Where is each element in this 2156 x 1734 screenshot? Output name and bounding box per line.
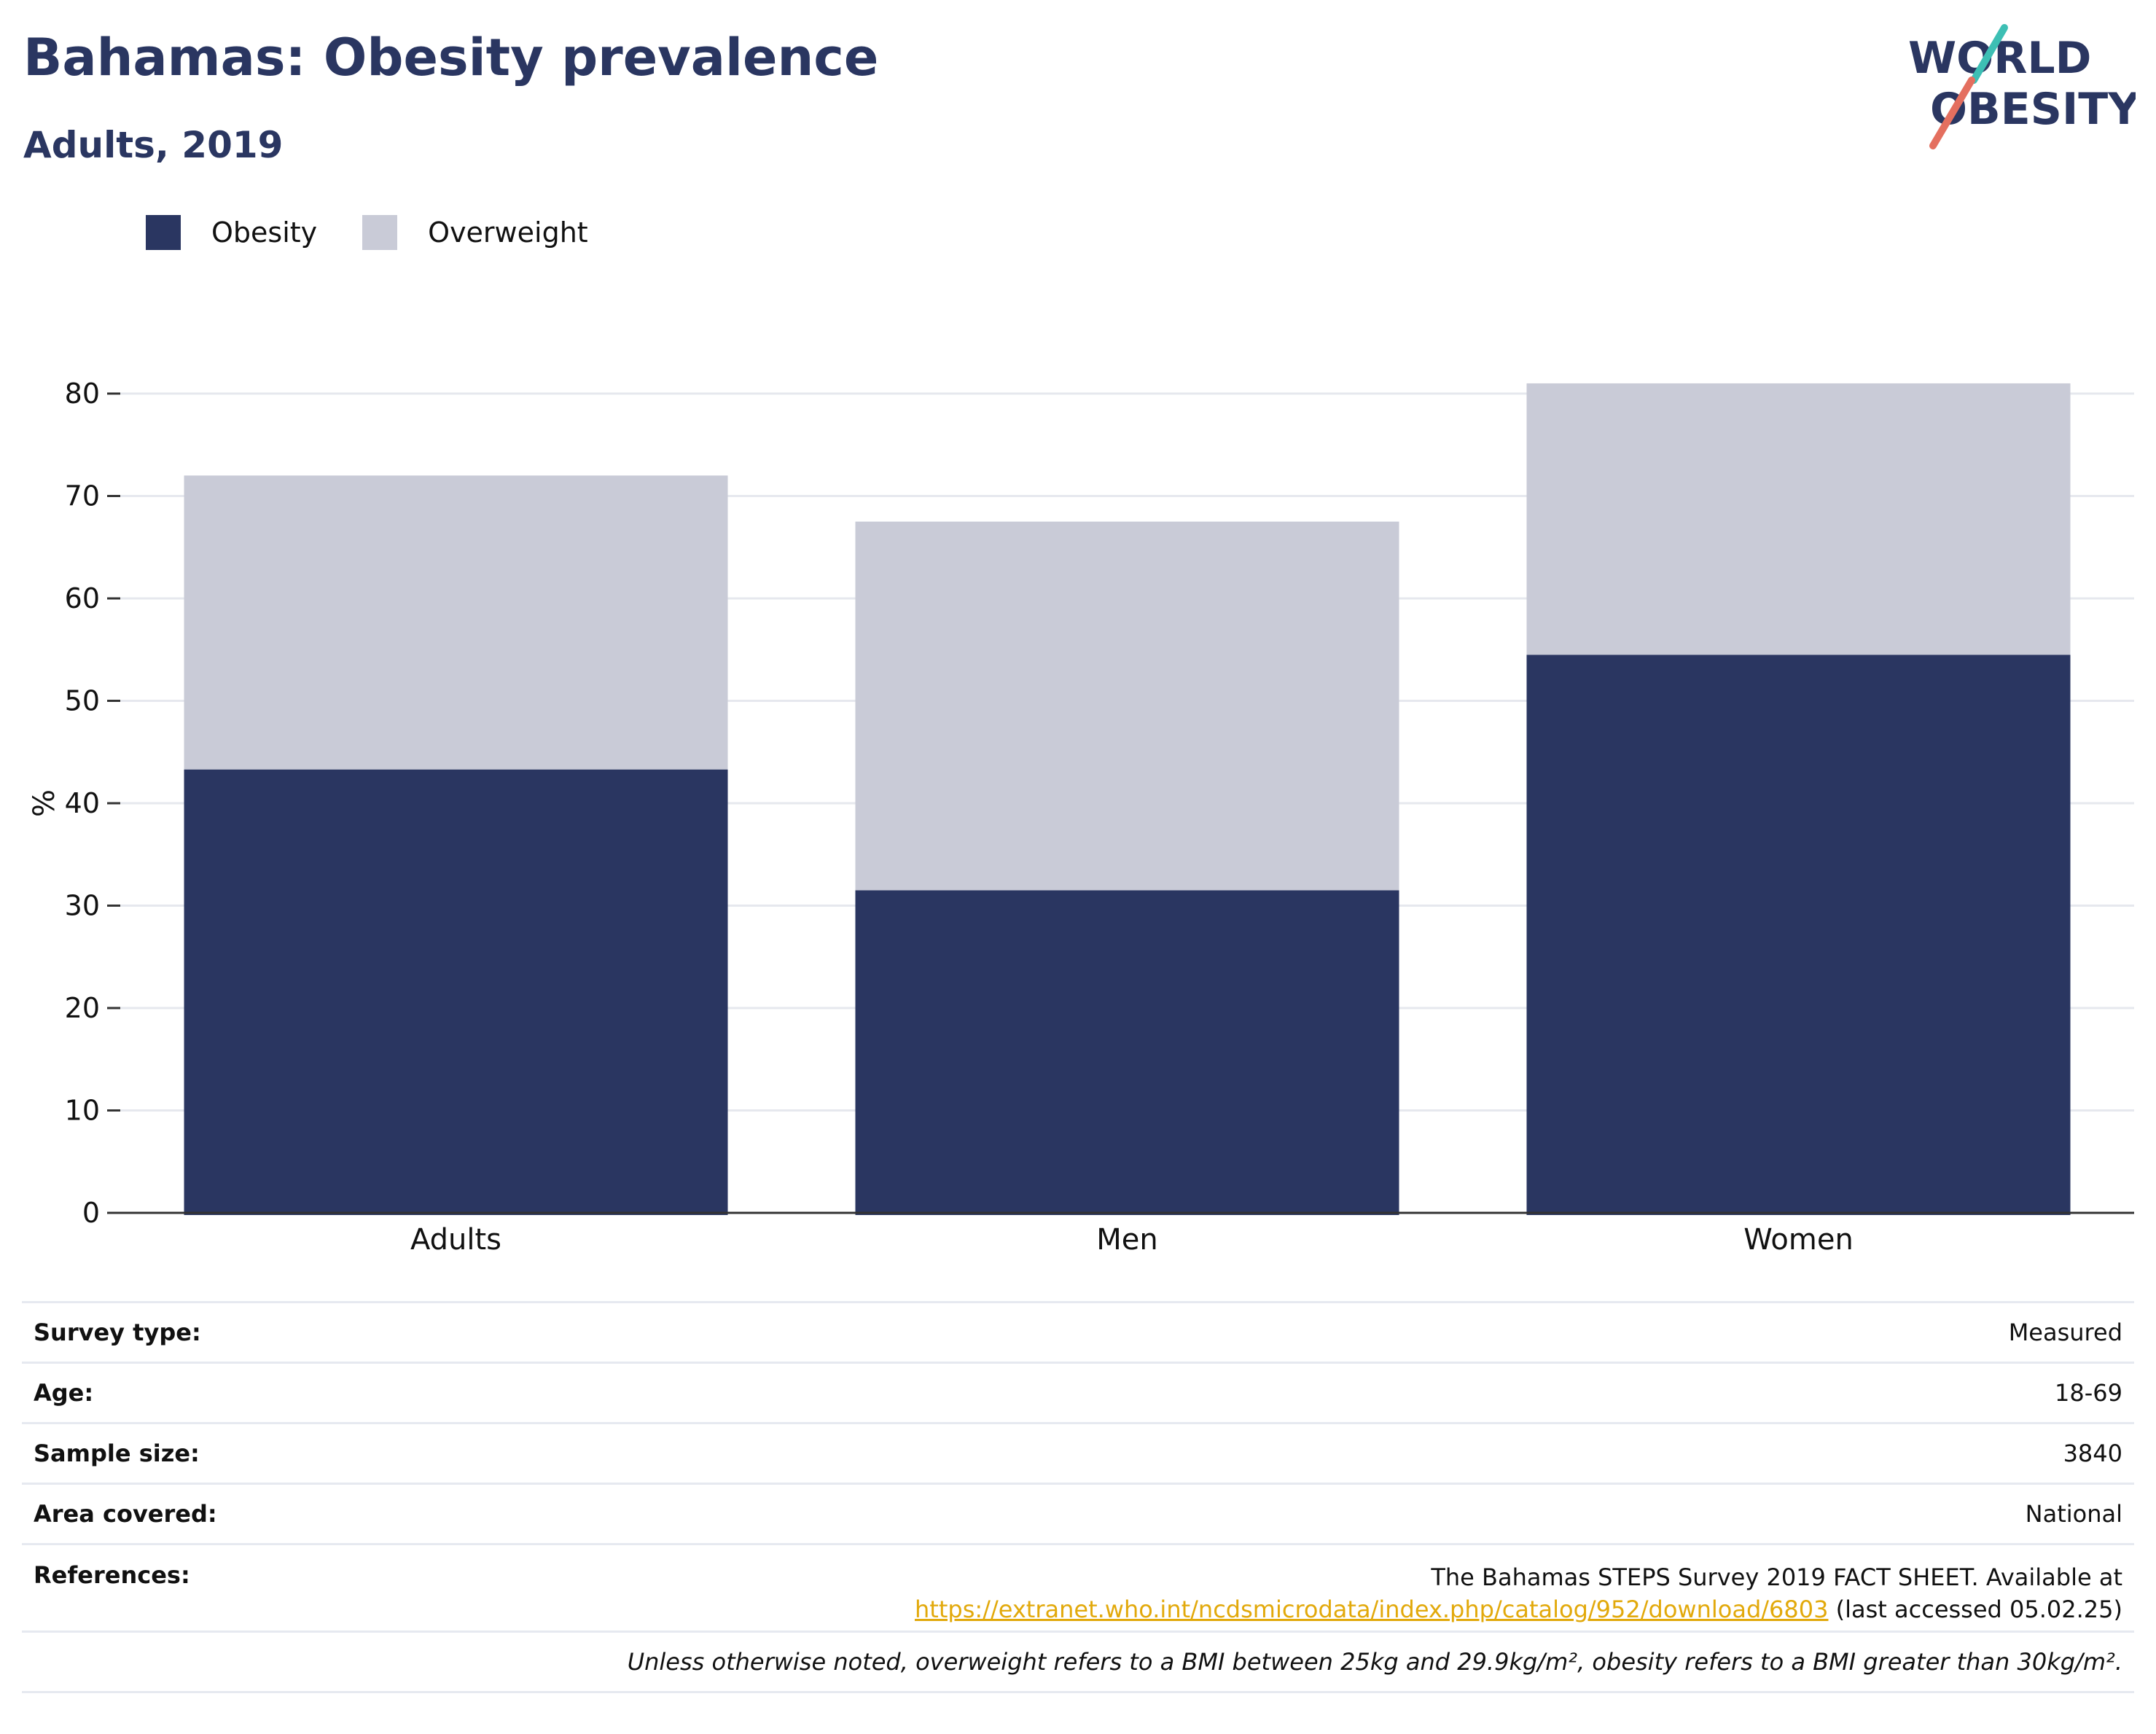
y-tick-label-60: 60	[65, 582, 100, 614]
bar-overweight-women	[1526, 383, 2071, 655]
legend-swatch-obesity	[146, 215, 181, 250]
references-suffix: (last accessed 05.02.25)	[1828, 1596, 2122, 1623]
references-link[interactable]: https://extranet.who.int/ncdsmicrodata/i…	[915, 1596, 1829, 1623]
y-tick-label-70: 70	[65, 480, 100, 512]
chart-subtitle: Adults, 2019	[23, 124, 284, 166]
sample-size-label: Sample size:	[34, 1440, 200, 1467]
bar-obesity-women	[1526, 655, 2071, 1215]
y-tick-label-30: 30	[65, 890, 100, 922]
y-tick-label-20: 20	[65, 992, 100, 1024]
survey-type-label: Survey type:	[34, 1319, 201, 1346]
chart-legend: Obesity Overweight	[146, 215, 633, 250]
bar-overweight-adults	[184, 475, 728, 770]
bar-obesity-men	[855, 890, 1399, 1215]
legend-swatch-overweight	[362, 215, 398, 250]
y-axis-label: %	[28, 789, 61, 817]
info-row-survey-type: Survey type: Measured	[22, 1301, 2134, 1362]
legend-item-overweight[interactable]: Overweight	[362, 215, 588, 250]
y-tick-label-80: 80	[65, 378, 100, 410]
info-row-sample-size: Sample size: 3840	[22, 1422, 2134, 1483]
references-label: References:	[34, 1561, 190, 1589]
x-tick-label-adults: Adults	[410, 1223, 501, 1257]
references-text: The Bahamas STEPS Survey 2019 FACT SHEET…	[1431, 1563, 2122, 1591]
legend-label-obesity: Obesity	[211, 216, 318, 249]
bmi-note: Unless otherwise noted, overweight refer…	[22, 1630, 2134, 1693]
y-tick-label-0: 0	[82, 1197, 100, 1229]
info-row-area: Area covered: National	[22, 1483, 2134, 1543]
chart-title: Bahamas: Obesity prevalence	[23, 28, 879, 87]
x-tick-label-men: Men	[1096, 1223, 1157, 1257]
legend-item-obesity[interactable]: Obesity	[146, 215, 317, 250]
age-label: Age:	[34, 1379, 94, 1407]
age-value: 18-69	[2055, 1379, 2122, 1407]
info-row-age: Age: 18-69	[22, 1362, 2134, 1422]
y-tick-label-40: 40	[65, 787, 100, 819]
survey-info-table: Survey type: Measured Age: 18-69 Sample …	[22, 1301, 2134, 1693]
stacked-bar-chart: 0 10 20 30 40 50 60 70 80% Adults Men Women	[28, 378, 2134, 1257]
x-tick-label-women: Women	[1743, 1223, 1854, 1257]
bmi-note-text: Unless otherwise noted, overweight refer…	[627, 1648, 2122, 1676]
survey-type-value: Measured	[2008, 1319, 2122, 1346]
world-obesity-logo: WORLD OBESITY	[1908, 24, 2136, 149]
legend-label-overweight: Overweight	[428, 216, 588, 249]
info-row-references: References: The Bahamas STEPS Survey 201…	[22, 1543, 2134, 1630]
y-tick-label-50: 50	[65, 685, 100, 717]
sample-size-value: 3840	[2063, 1440, 2122, 1467]
area-value: National	[2025, 1500, 2122, 1528]
y-tick-label-10: 10	[65, 1095, 100, 1127]
bar-obesity-adults	[184, 769, 728, 1215]
bar-overweight-men	[855, 521, 1399, 891]
area-label: Area covered:	[34, 1500, 217, 1528]
references-value: The Bahamas STEPS Survey 2019 FACT SHEET…	[915, 1561, 2122, 1625]
